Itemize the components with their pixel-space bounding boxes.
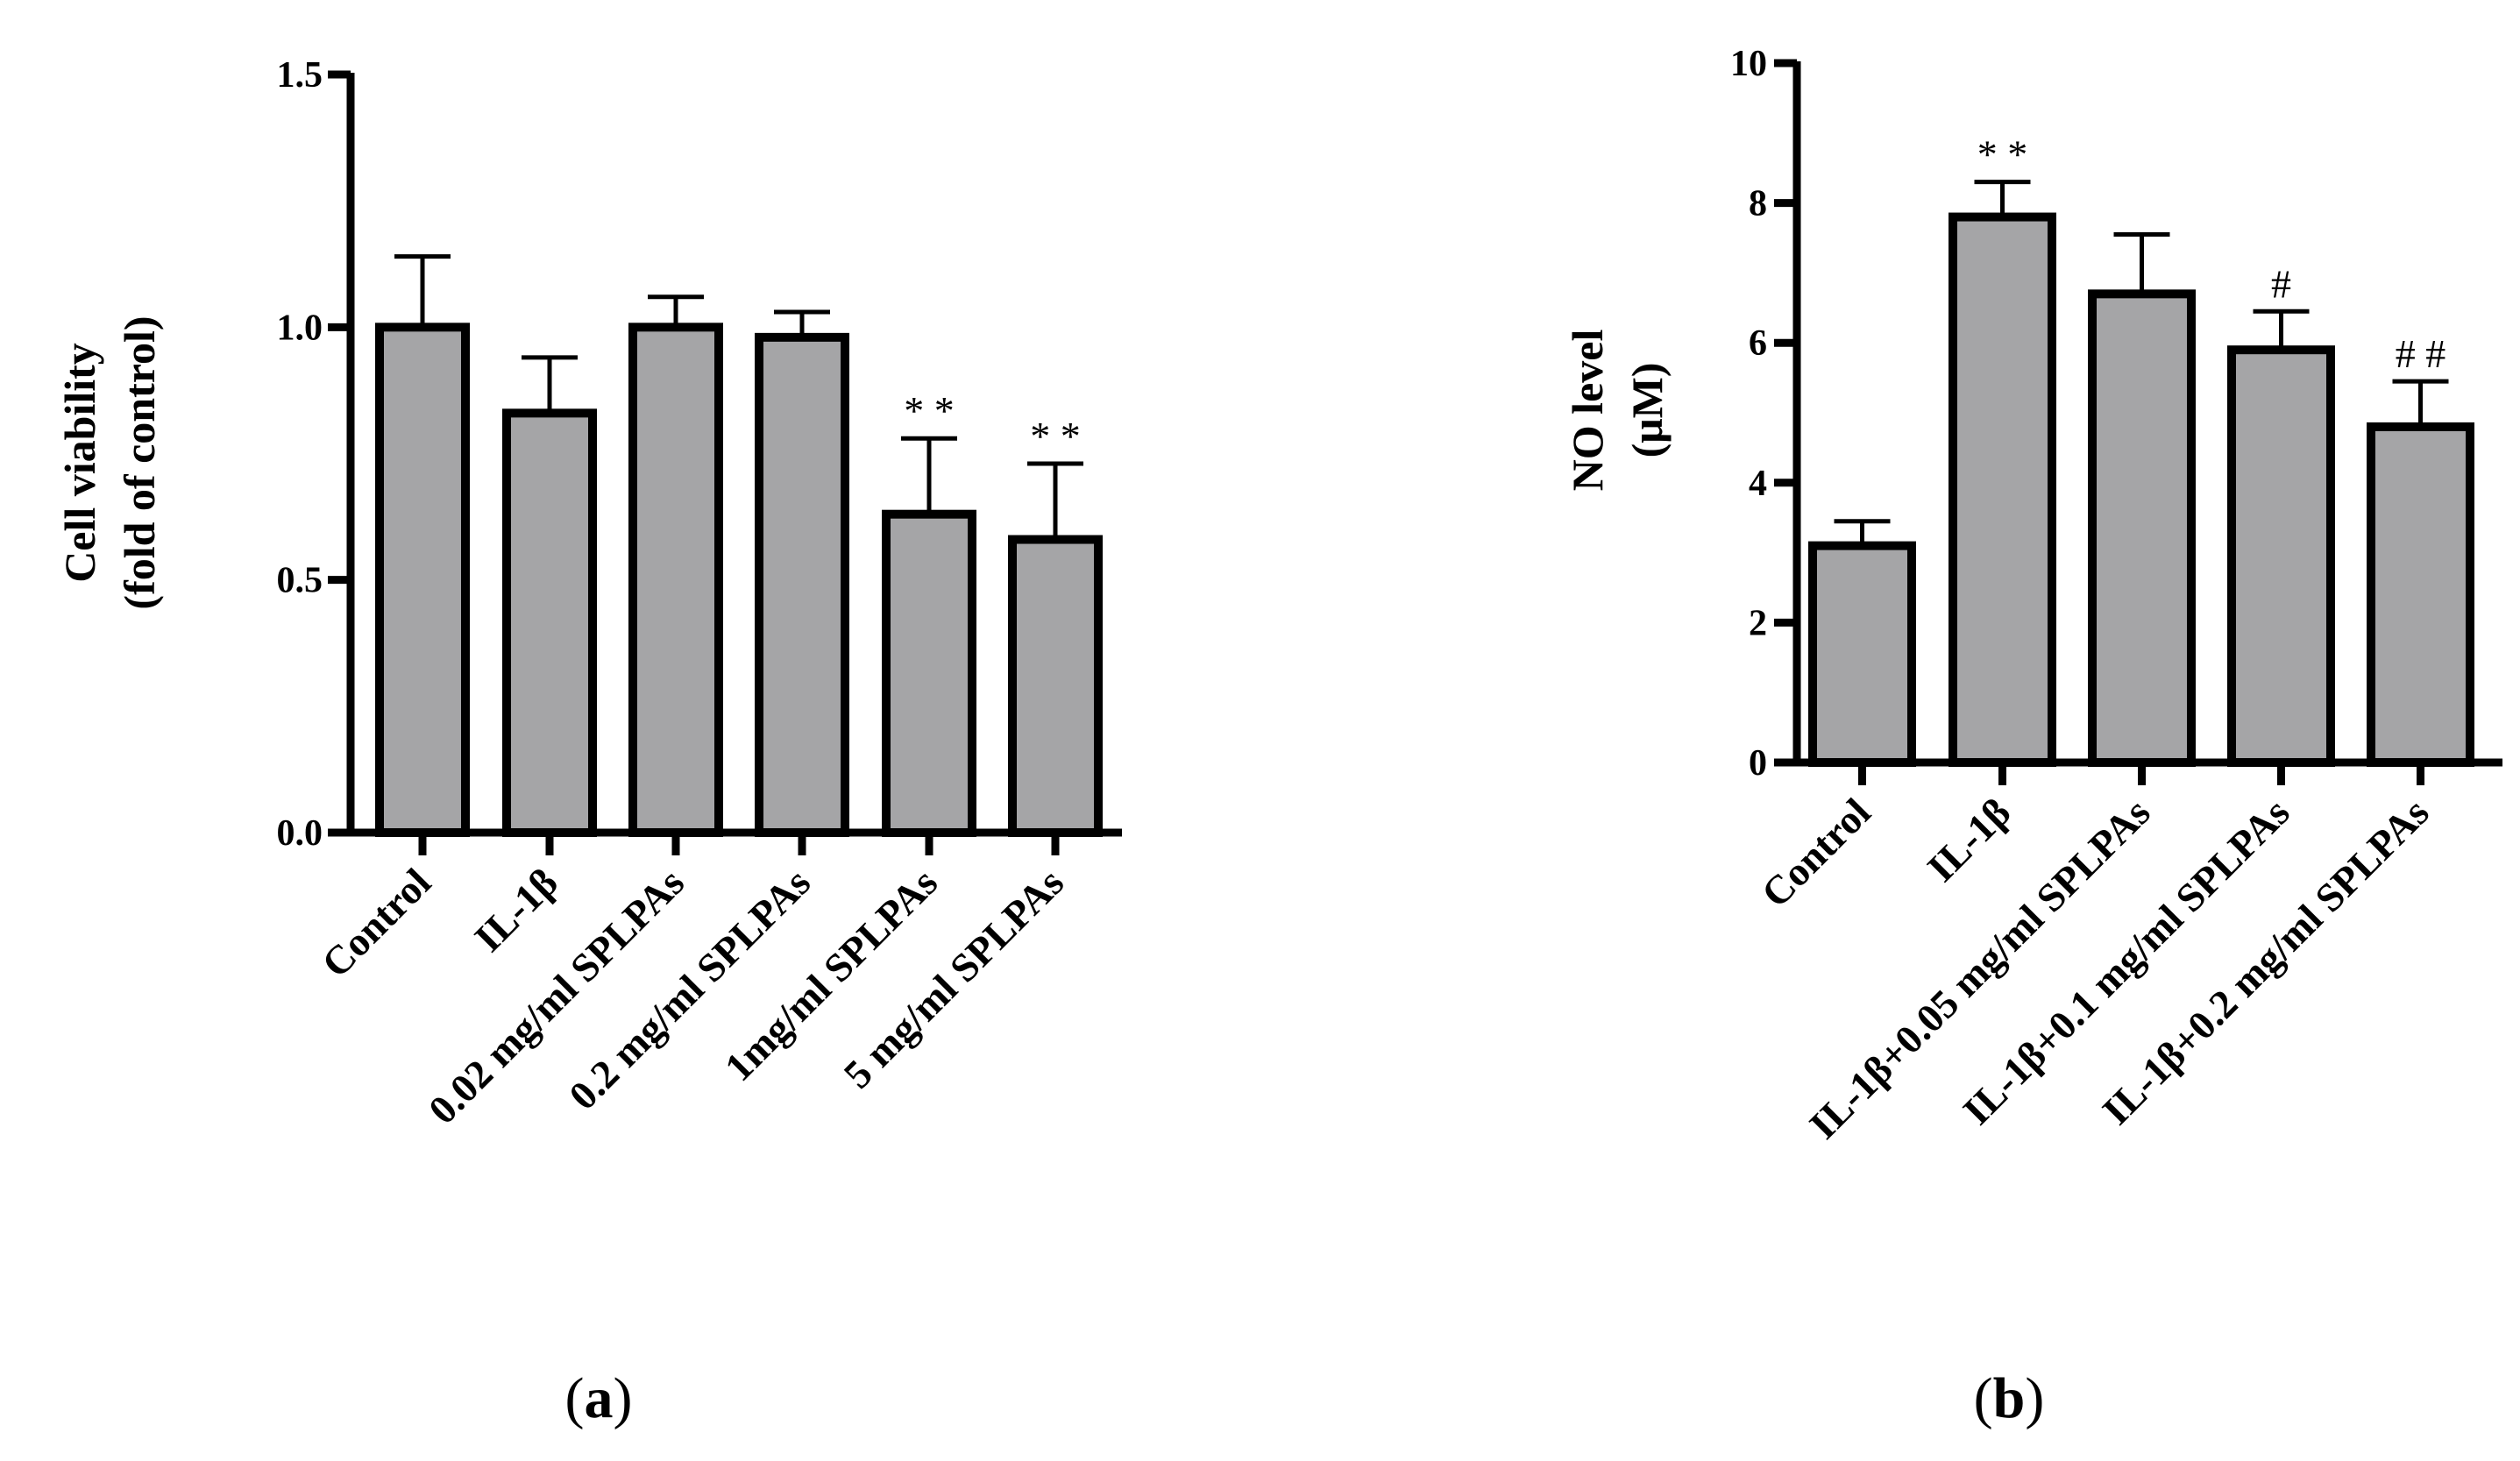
panel-b-label: (b) [1974, 1366, 2045, 1430]
panel-a-chart: Cell viability (fold of control) 0.0 0.5 1… [55, 55, 1122, 1132]
panel-a-bar [882, 509, 976, 837]
panel-a-y-tick-label: 0.0 [277, 813, 323, 854]
panel-a-category-label: 0.2 mg/ml SPLPAs [560, 860, 819, 1118]
panel-b-y-axis-title: NO level (μM) [1563, 330, 1672, 492]
panel-a-bar [628, 323, 723, 838]
panel-b-y-tick-label: 10 [1730, 44, 1767, 84]
panel-a-label: (a) [565, 1366, 633, 1430]
panel-a-bar [375, 323, 470, 838]
panel-a-y-axis-title-line2: (fold of control) [115, 316, 164, 609]
panel-b-category-label: Control [1753, 790, 1879, 916]
panel-a-y-tick-label: 1.5 [277, 55, 323, 96]
panel-b-significance-label: # [2271, 261, 2291, 306]
panel-b-significance-label: # # [2396, 331, 2446, 376]
panel-a-bar [1008, 535, 1103, 837]
panel-a-y-tick-label: 0.5 [277, 561, 323, 601]
panel-b-significance-label: * * [1977, 132, 2028, 177]
panel-a-y-axis-title-line1: Cell viability [55, 343, 104, 583]
panel-b-y-tick-label: 0 [1749, 743, 1767, 784]
panel-b-bar [2367, 422, 2474, 767]
panel-a-bar [755, 332, 849, 838]
panel-b-bar [1949, 212, 2056, 767]
panel-b-y-tick-label: 6 [1749, 323, 1767, 364]
panel-b-y-tick-label: 2 [1749, 603, 1767, 643]
panel-a-y-axis-title: Cell viability (fold of control) [55, 316, 164, 609]
panel-a-category-label: 1mg/ml SPLPAs [716, 860, 946, 1089]
panel-b-y-tick-label: 8 [1749, 184, 1767, 224]
panel-a-category-label: Control [313, 860, 439, 986]
panel-a-y-tick-label: 1.0 [277, 308, 323, 348]
panel-b-y-axis-title-line1: NO level [1563, 330, 1612, 492]
panel-a-category-label: 5 mg/ml SPLPAs [835, 860, 1072, 1096]
panel-b-bar [1808, 541, 1916, 767]
panel-a-letter: a [585, 1366, 614, 1430]
panel-a-significance-label: * * [1030, 414, 1081, 458]
panel-b-letter: b [1993, 1366, 2026, 1430]
panel-a-significance-label: * * [904, 388, 955, 433]
panel-b-y-axis-title-line2: (μM) [1622, 363, 1672, 458]
panel-a-category-label: IL-1β [465, 860, 566, 961]
panel-b-bar [2088, 289, 2196, 767]
panel-b-bar [2227, 345, 2335, 767]
panel-b-y-tick-label: 4 [1749, 464, 1767, 504]
panel-a-bar [502, 408, 597, 837]
panel-b-category-label: IL-1β [1919, 790, 2020, 890]
